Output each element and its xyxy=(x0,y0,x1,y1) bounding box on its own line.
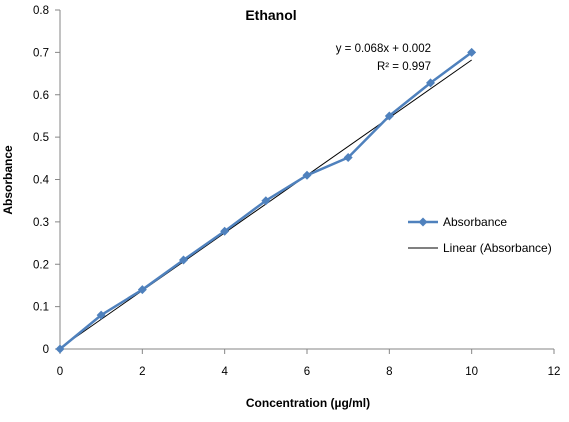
y-tick-label: 0.8 xyxy=(33,5,49,17)
data-point xyxy=(467,47,477,57)
y-tick-label: 0.6 xyxy=(33,90,49,102)
y-tick-label: 0.3 xyxy=(33,217,49,229)
y-tick-label: 0.5 xyxy=(33,132,49,144)
y-tick-label: 0.4 xyxy=(33,175,50,187)
x-tick-label: 12 xyxy=(548,366,561,378)
legend-absorbance-marker xyxy=(418,217,428,227)
data-point xyxy=(137,285,147,295)
data-point xyxy=(55,344,65,354)
chart-title: Ethanol xyxy=(245,7,296,23)
data-point xyxy=(343,152,353,162)
x-tick-label: 10 xyxy=(465,366,478,378)
y-tick-label: 0.7 xyxy=(33,47,49,59)
x-tick-label: 4 xyxy=(221,366,228,378)
x-axis-title: Concentration (µg/ml) xyxy=(246,396,370,410)
y-tick-label: 0.1 xyxy=(33,302,49,314)
data-point xyxy=(426,78,435,88)
y-axis-title: Absorbance xyxy=(1,145,15,215)
x-tick-label: 0 xyxy=(57,366,63,378)
data-point xyxy=(384,111,394,121)
data-point xyxy=(261,196,271,206)
y-tick-label: 0.2 xyxy=(33,259,49,271)
legend-linear-label: Linear (Absorbance) xyxy=(443,241,552,255)
legend-absorbance-label: Absorbance xyxy=(443,215,507,229)
y-tick-label: 0 xyxy=(43,344,49,356)
data-point xyxy=(302,170,312,180)
trendline-equation: y = 0.068x + 0.002 xyxy=(336,43,431,55)
data-point xyxy=(179,255,188,265)
x-tick-label: 6 xyxy=(304,366,310,378)
trendline-r-squared: R² = 0.997 xyxy=(377,61,431,73)
data-point xyxy=(96,310,106,320)
data-point xyxy=(220,226,230,236)
x-tick-label: 2 xyxy=(139,366,145,378)
legend: Absorbance Linear (Absorbance) xyxy=(408,215,552,255)
x-tick-label: 8 xyxy=(386,366,392,378)
